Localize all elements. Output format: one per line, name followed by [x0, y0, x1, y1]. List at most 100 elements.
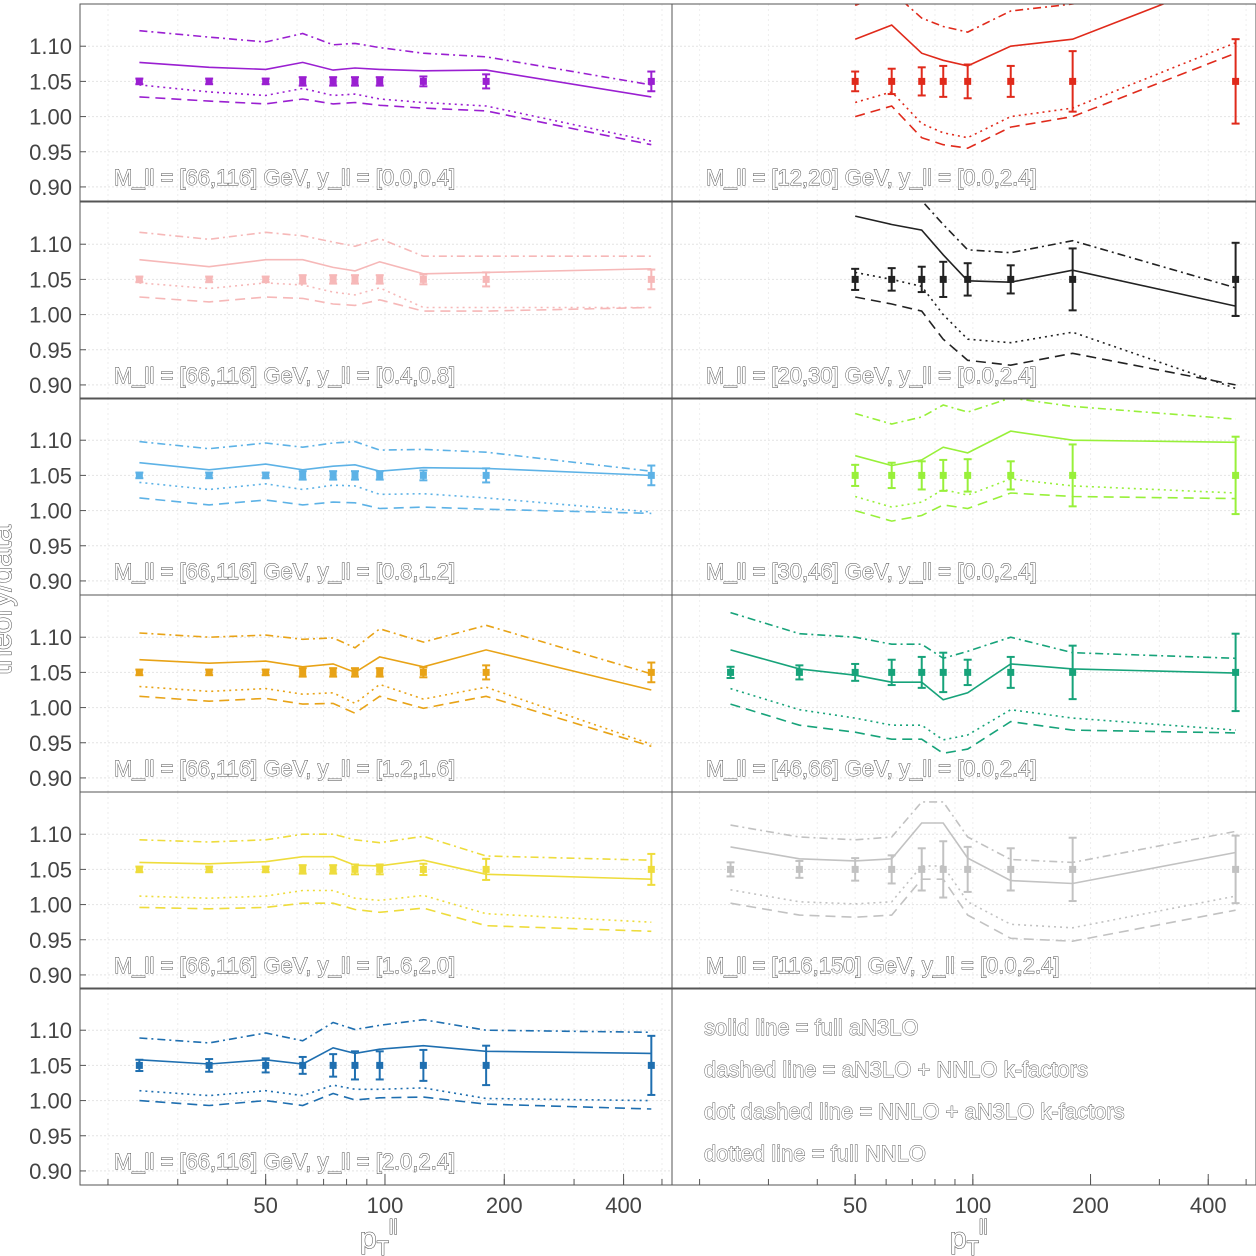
data-point	[851, 77, 859, 85]
data-point	[1007, 471, 1015, 479]
data-point	[376, 471, 384, 479]
x-tick-label: 50	[253, 1193, 277, 1218]
series-line-dotted	[855, 271, 1236, 390]
series-line-solid	[139, 461, 652, 477]
data-point	[939, 275, 947, 283]
panel-title: M_ll = [66,116] GeV, y_ll = [1.6,2.0]	[114, 953, 455, 978]
y-tick-label: 1.05	[29, 69, 72, 94]
data-point	[964, 471, 972, 479]
data-point	[482, 1061, 490, 1069]
x-axis-label-text: pTll	[950, 1217, 988, 1256]
panels: 0.90 0.95 1.00 1.05 1.10 M_ll = [66,116] GeV,…	[29, 4, 1256, 1185]
data-point	[482, 668, 490, 676]
data-point	[329, 275, 337, 283]
series-line-dotted	[139, 481, 652, 513]
series-line-dotdash	[730, 801, 1236, 864]
data-point	[376, 275, 384, 283]
series-line-solid	[139, 649, 652, 691]
y-tick-label: 1.10	[29, 625, 72, 650]
series-line-dashed	[139, 902, 652, 933]
legend-entry-solid: solid line = full aN3LO	[704, 1015, 919, 1040]
data-point	[1007, 668, 1015, 676]
data-point	[918, 275, 926, 283]
data-point	[1232, 275, 1240, 283]
data-point	[351, 275, 359, 283]
panel-frame	[671, 987, 1256, 1186]
panel-3: M_ll = [20,30] GeV, y_ll = [0.0,2.4]	[672, 202, 1256, 399]
data-point	[262, 275, 270, 283]
legend-entry-dashed: dashed line = aN3LO + NNLO k-factors	[704, 1057, 1088, 1082]
data-point	[135, 471, 143, 479]
data-point	[351, 77, 359, 85]
y-tick-label: 0.95	[29, 731, 72, 756]
panel-0: 0.90 0.95 1.00 1.05 1.10 M_ll = [66,116] GeV,…	[29, 4, 672, 201]
series-line-dotted	[854, 41, 1236, 139]
data-point	[647, 77, 655, 85]
data-point	[329, 865, 337, 873]
data-point	[918, 668, 926, 676]
series-line-dotdash	[139, 1018, 652, 1044]
x-tick-label: 400	[605, 1193, 642, 1218]
data-point	[419, 865, 427, 873]
data-point	[329, 668, 337, 676]
data-point	[299, 668, 307, 676]
y-tick-label: 0.95	[29, 338, 72, 363]
data-point	[135, 77, 143, 85]
panel-title: M_ll = [12,20] GeV, y_ll = [0.0,2.4]	[706, 165, 1037, 190]
data-point	[1007, 77, 1015, 85]
panel-title: M_ll = [30,46] GeV, y_ll = [0.0,2.4]	[706, 559, 1037, 584]
data-point	[205, 77, 213, 85]
data-point	[1069, 77, 1077, 85]
panel-9: M_ll = [116,150] GeV, y_ll = [0.0,2.4]	[672, 792, 1256, 989]
series-line-dotdash	[139, 624, 652, 675]
series-line-solid	[139, 855, 652, 880]
data-point	[482, 471, 490, 479]
series-line-dotted	[730, 865, 1236, 929]
y-tick-label: 0.90	[29, 1159, 72, 1184]
y-tick-label: 1.10	[29, 428, 72, 453]
series-line-solid	[854, 430, 1236, 467]
y-tick-label: 0.95	[29, 928, 72, 953]
data-point	[299, 1061, 307, 1069]
y-tick-label: 1.00	[29, 696, 72, 721]
data-point	[262, 471, 270, 479]
panel-4: 0.90 0.95 1.00 1.05 1.10 M_ll = [66,116] GeV,…	[29, 398, 672, 595]
series-line-dashed	[139, 296, 652, 312]
data-point	[888, 668, 896, 676]
panel-title: M_ll = [66,116] GeV, y_ll = [0.4,0.8]	[114, 363, 455, 388]
panel-title: M_ll = [66,116] GeV, y_ll = [1.2,1.6]	[114, 756, 455, 781]
y-tick-label: 1.10	[29, 822, 72, 847]
data-point	[1232, 471, 1240, 479]
data-point	[851, 471, 859, 479]
data-point	[918, 865, 926, 873]
data-point	[939, 865, 947, 873]
y-tick-label: 1.05	[29, 267, 72, 292]
y-tick-label: 0.90	[29, 963, 72, 988]
data-point	[376, 77, 384, 85]
data-point	[299, 865, 307, 873]
data-point	[299, 77, 307, 85]
data-point	[1232, 865, 1240, 873]
axes: 50 100 200 400 50 100 200 400	[79, 3, 1256, 1218]
data-point	[351, 471, 359, 479]
data-point	[262, 865, 270, 873]
x-tick-label: 50	[843, 1193, 867, 1218]
series-line-dotted	[139, 1084, 652, 1102]
series-line-solid	[855, 215, 1236, 307]
data-point	[727, 668, 735, 676]
y-axis-label: theory/data	[0, 525, 18, 675]
panel-frame	[671, 201, 1256, 400]
y-tick-label: 1.00	[29, 893, 72, 918]
series-line-dotted	[854, 478, 1236, 508]
y-tick-label: 0.95	[29, 534, 72, 559]
series-line-dotted	[139, 84, 652, 142]
y-tick-label: 1.05	[29, 857, 72, 882]
data-point	[351, 865, 359, 873]
data-point	[135, 668, 143, 676]
y-tick-label: 0.90	[29, 766, 72, 791]
panel-frame	[671, 791, 1256, 990]
data-point	[376, 1061, 384, 1069]
data-point	[795, 668, 803, 676]
data-point	[888, 275, 896, 283]
